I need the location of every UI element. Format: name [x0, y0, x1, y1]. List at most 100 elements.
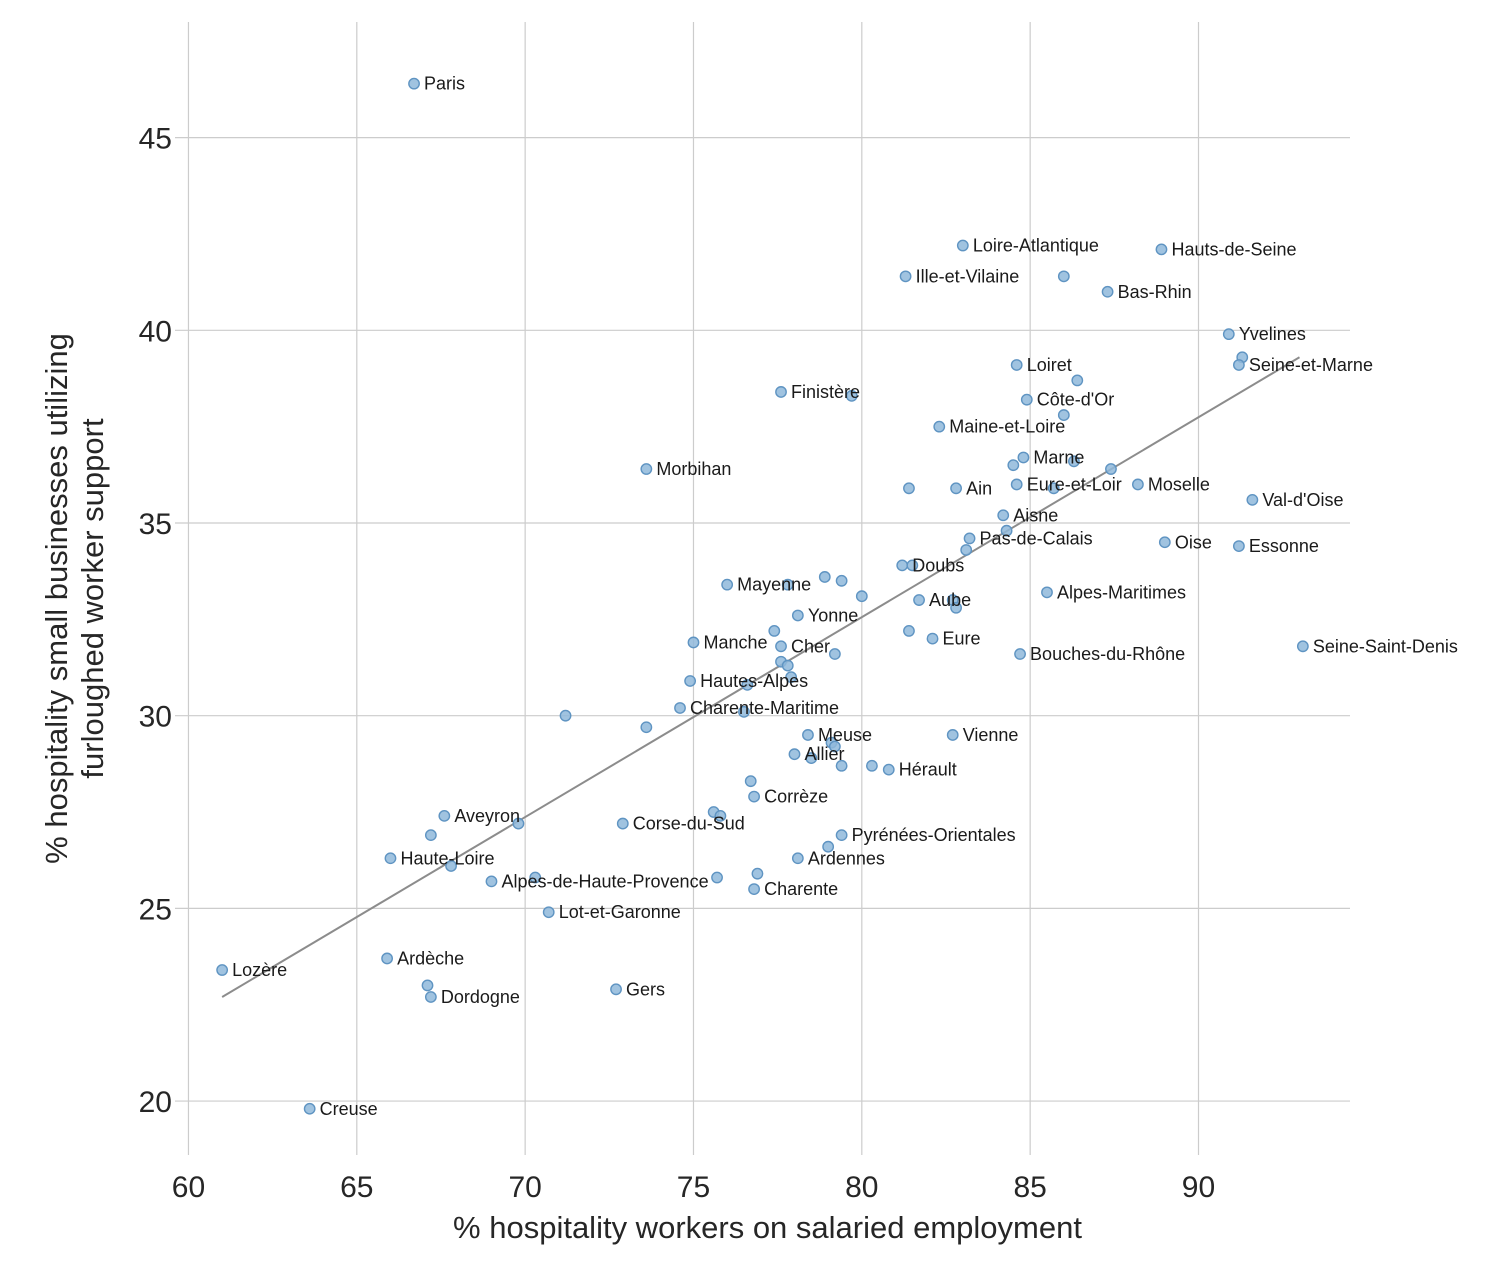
point-labels-group: Paris Loire-Atlantique Hauts-de-Seine Ille-… [232, 74, 1458, 1119]
data-point [381, 952, 394, 965]
data-point [855, 590, 868, 603]
point-label: Haute-Loire [400, 848, 494, 868]
data-point [616, 817, 629, 830]
data-point [822, 840, 835, 853]
point-label: Dordogne [441, 987, 520, 1007]
point-label: Eure-et-Loir [1027, 474, 1122, 494]
x-tick-label: 80 [845, 1171, 878, 1204]
data-point [1222, 328, 1235, 341]
point-label: Côte-d'Or [1037, 390, 1114, 410]
trendline-group [221, 356, 1301, 998]
x-axis-label: % hospitality workers on salaried employ… [453, 1210, 1082, 1245]
point-label: Pas-de-Calais [980, 528, 1093, 548]
data-point [424, 991, 437, 1003]
point-label: Mayenne [737, 575, 811, 595]
point-label: Maine-et-Loire [949, 417, 1065, 437]
y-tick-label: 30 [139, 701, 172, 734]
data-point [802, 729, 814, 741]
data-point [835, 829, 848, 842]
grid [175, 22, 1350, 1155]
point-label: Manche [703, 632, 767, 652]
point-label: Charente [764, 879, 838, 899]
point-label: Ardennes [808, 848, 885, 868]
data-point [1158, 536, 1171, 549]
points-group [216, 77, 1309, 1115]
data-point [559, 709, 572, 722]
data-point [303, 1102, 316, 1115]
data-point [744, 775, 757, 788]
data-point [913, 594, 925, 606]
data-point [1246, 493, 1259, 506]
data-point [896, 559, 909, 572]
trendline [221, 356, 1301, 998]
data-point [828, 648, 841, 660]
data-point [1010, 478, 1023, 491]
point-label: Bouches-du-Rhône [1030, 644, 1185, 664]
data-point [997, 509, 1010, 522]
point-label: Lot-et-Garonne [559, 902, 681, 922]
data-point [738, 705, 750, 718]
point-label: Aisne [1013, 505, 1058, 525]
data-point [805, 752, 818, 764]
y-tick-label: 40 [139, 315, 172, 348]
y-tick-label: 25 [139, 893, 172, 926]
data-point [1105, 463, 1117, 475]
data-point [1068, 455, 1080, 468]
data-point [687, 636, 700, 649]
data-point [1000, 524, 1013, 537]
y-tick-label: 20 [139, 1086, 172, 1119]
point-label: Ille-et-Vilaine [916, 266, 1020, 286]
data-point [933, 420, 946, 433]
data-point [768, 624, 781, 637]
data-point [946, 729, 959, 741]
data-point [741, 678, 754, 691]
data-point [781, 659, 794, 672]
point-label: Gers [626, 979, 665, 999]
data-point [512, 817, 525, 830]
point-label: Moselle [1148, 474, 1210, 494]
x-tick-label: 85 [1013, 1171, 1046, 1204]
data-point [529, 871, 542, 884]
data-point [1017, 451, 1030, 464]
x-tick-label: 90 [1182, 1171, 1215, 1204]
point-label: Morbihan [656, 459, 731, 479]
data-point [1296, 640, 1309, 653]
point-label: Yvelines [1239, 324, 1306, 344]
data-point [748, 790, 760, 803]
data-point [1131, 478, 1144, 491]
point-label: Alpes-Maritimes [1057, 582, 1186, 602]
data-point [1020, 393, 1033, 406]
data-point [1232, 359, 1245, 371]
x-tick-label: 75 [677, 1171, 710, 1204]
data-point [542, 906, 555, 919]
point-label: Alpes-de-Haute-Provence [501, 871, 708, 891]
data-point [438, 809, 451, 822]
data-point [791, 609, 804, 622]
data-point [835, 574, 848, 587]
tick-labels-group: 60 65 70 75 80 85 90 20 25 30 35 40 45 [139, 123, 1216, 1204]
x-tick-label: 65 [340, 1171, 373, 1204]
data-point [610, 983, 622, 996]
y-tick-label: 35 [139, 508, 172, 541]
point-label: Hauts-de-Seine [1171, 239, 1296, 259]
point-label: Ardèche [397, 948, 464, 968]
data-point [1041, 586, 1053, 599]
data-point [421, 979, 434, 992]
data-point [1014, 648, 1026, 660]
data-point [714, 809, 727, 822]
point-label: Seine-Saint-Denis [1313, 636, 1458, 656]
data-point [1155, 243, 1168, 256]
point-label: Hérault [899, 760, 957, 780]
data-point [408, 77, 420, 90]
point-label: Pyrénées-Orientales [852, 825, 1016, 845]
point-label: Doubs [912, 555, 964, 575]
point-label: Loire-Atlantique [973, 236, 1099, 256]
data-point [384, 852, 397, 865]
data-point [640, 463, 653, 475]
data-point [674, 702, 686, 714]
data-point [216, 964, 229, 976]
data-point [1047, 482, 1060, 495]
point-label: Val-d'Oise [1262, 490, 1343, 510]
point-label: Corrèze [764, 787, 828, 807]
data-point [721, 578, 734, 591]
